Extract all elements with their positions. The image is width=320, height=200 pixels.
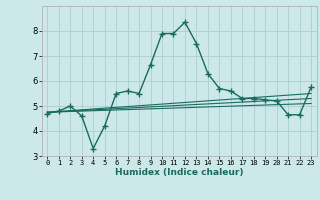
X-axis label: Humidex (Indice chaleur): Humidex (Indice chaleur) [115, 168, 244, 177]
